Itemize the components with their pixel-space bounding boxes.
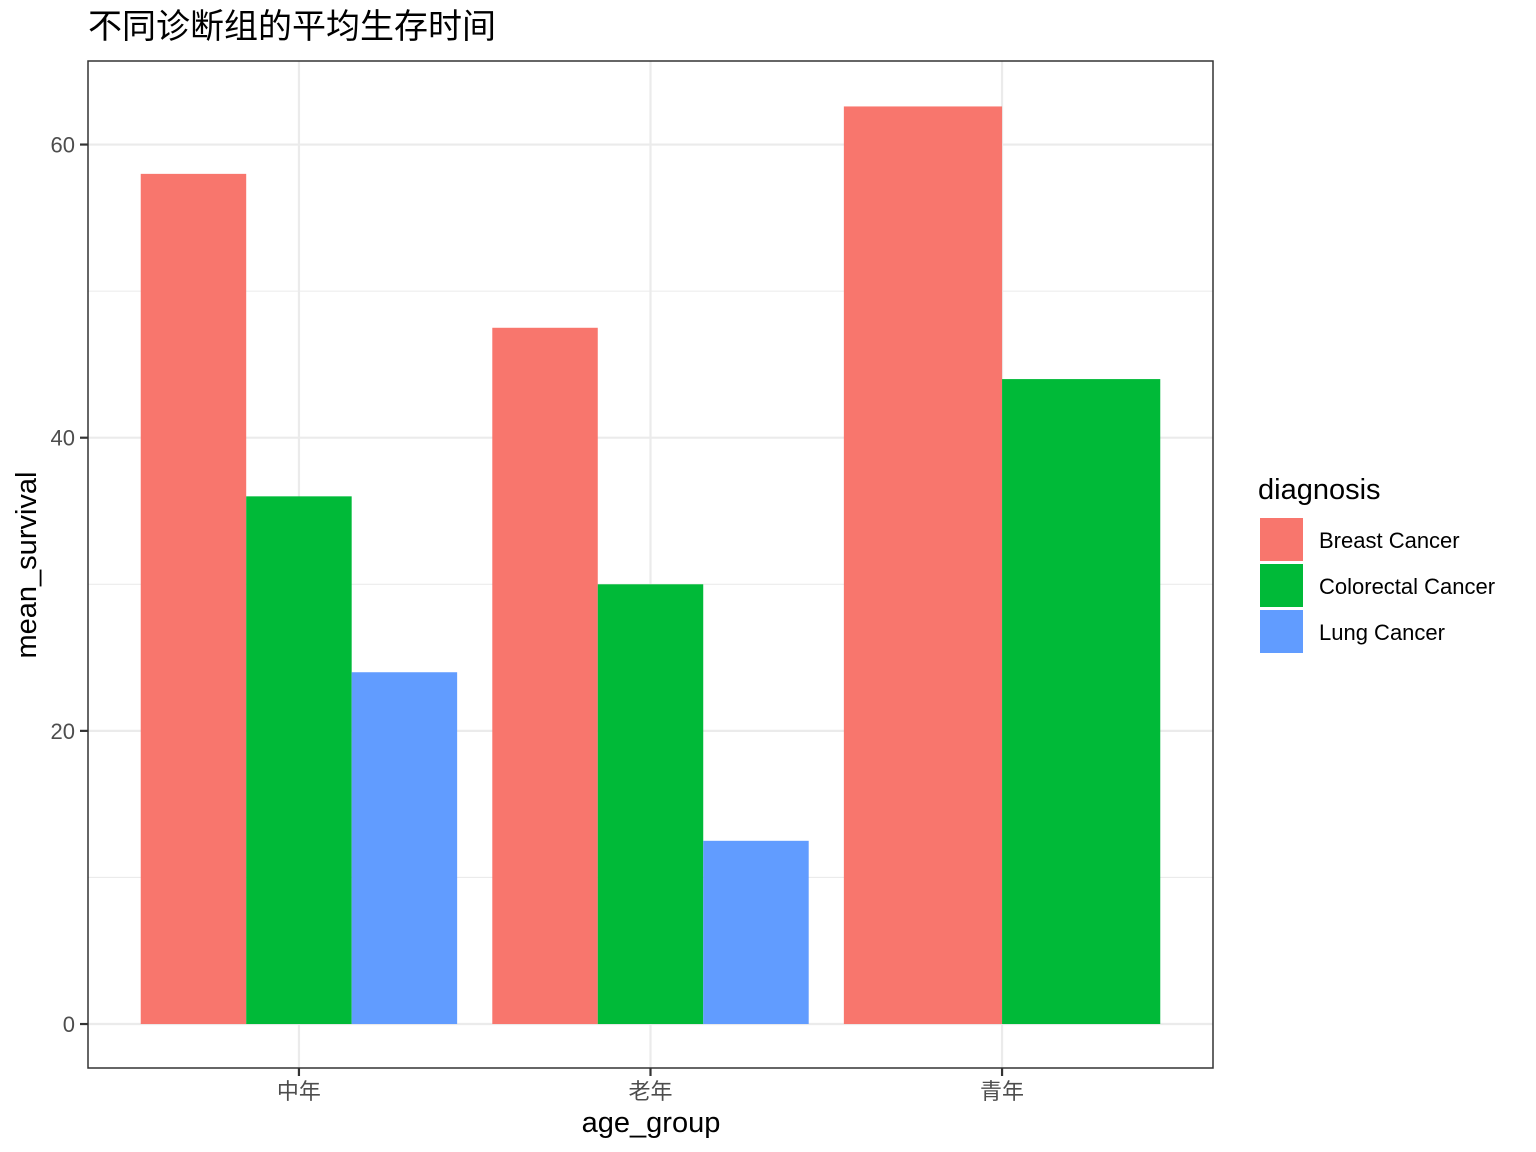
y-axis-title: mean_survival — [11, 472, 43, 659]
legend-key — [1260, 518, 1303, 561]
bar-中年-lung-cancer — [351, 672, 458, 1025]
bar-中年-colorectal-cancer — [246, 496, 352, 1025]
y-tick-label: 40 — [51, 426, 75, 451]
legend-label: Breast Cancer — [1319, 528, 1460, 553]
y-tick-label: 20 — [51, 719, 75, 744]
legend: diagnosis Breast Cancer Colorectal Cancer… — [1258, 474, 1495, 653]
y-tick-label: 60 — [51, 133, 75, 158]
legend-title: diagnosis — [1258, 474, 1381, 506]
legend-label: Lung Cancer — [1319, 620, 1445, 645]
y-tick-label: 0 — [63, 1012, 75, 1037]
x-tick-label: 中年 — [277, 1079, 321, 1104]
plot-area: 0 20 40 60 中年 老年 青年 — [51, 60, 1214, 1104]
bar-中年-breast-cancer — [140, 173, 247, 1025]
bar-老年-lung-cancer — [703, 840, 809, 1025]
legend-label: Colorectal Cancer — [1319, 574, 1495, 599]
x-axis-title: age_group — [582, 1107, 721, 1139]
legend-key — [1260, 564, 1303, 607]
chart-title: 不同诊断组的平均生存时间 — [88, 8, 496, 46]
x-tick-label: 老年 — [628, 1079, 672, 1104]
legend-key — [1260, 610, 1303, 653]
bar-青年-breast-cancer — [843, 106, 1003, 1025]
x-tick-label: 青年 — [980, 1079, 1024, 1104]
bar-青年-colorectal-cancer — [1002, 379, 1161, 1025]
bar-老年-breast-cancer — [492, 327, 598, 1025]
bar-老年-colorectal-cancer — [597, 584, 704, 1025]
